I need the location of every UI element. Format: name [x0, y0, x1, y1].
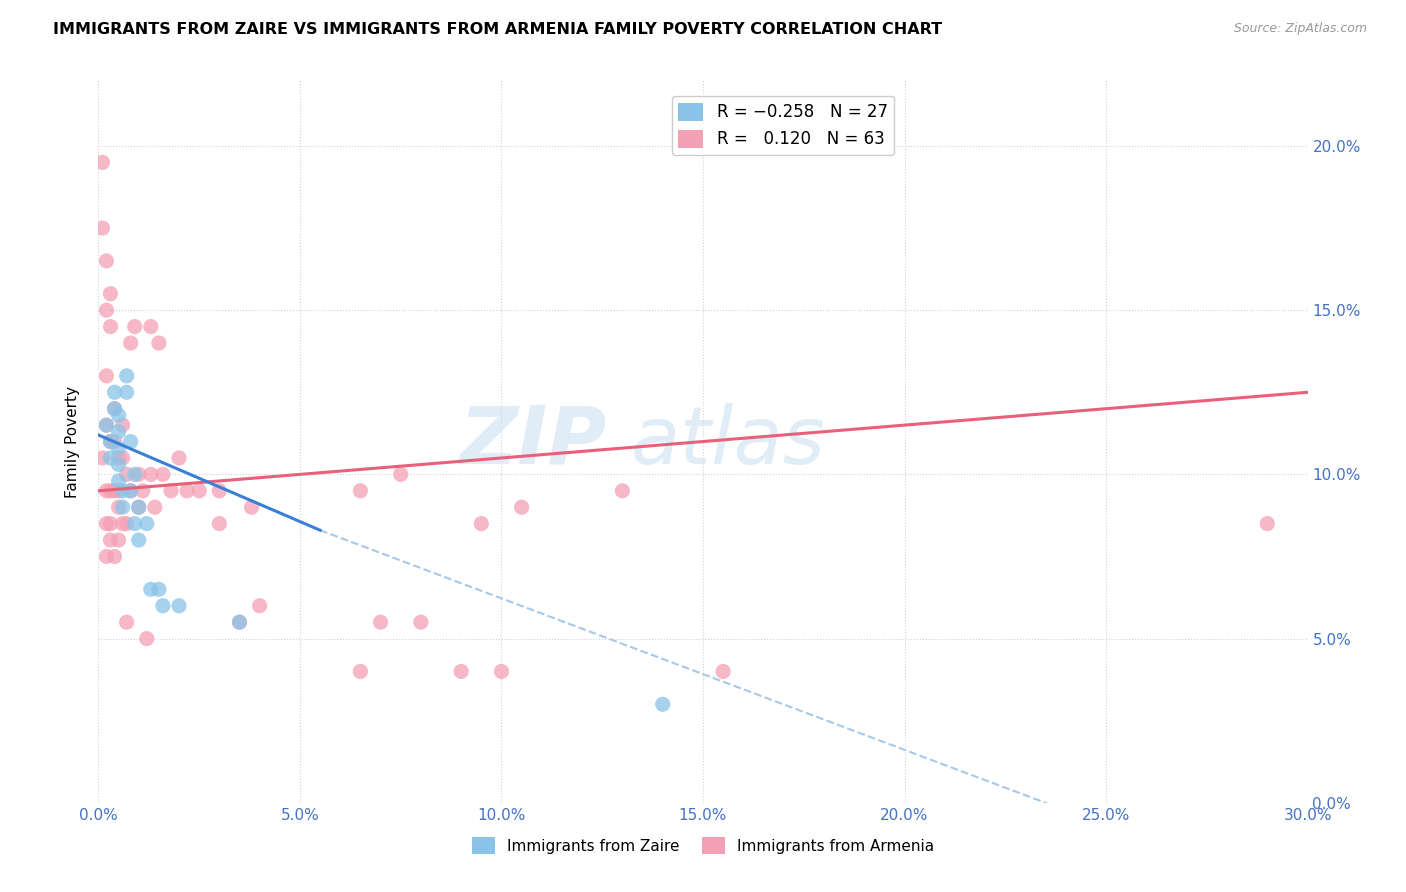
Point — [120, 434, 142, 449]
Point — [128, 500, 150, 515]
Point — [103, 483, 125, 498]
Point — [450, 665, 472, 679]
Point — [96, 549, 118, 564]
Point — [612, 483, 634, 498]
Point — [100, 533, 122, 547]
Point — [107, 425, 129, 439]
Point — [240, 500, 263, 515]
Point — [711, 665, 734, 679]
Point — [103, 401, 125, 416]
Point — [107, 458, 129, 472]
Point — [107, 409, 129, 423]
Point — [96, 253, 118, 268]
Point — [143, 500, 166, 515]
Point — [96, 303, 118, 318]
Point — [111, 483, 134, 498]
Point — [91, 450, 114, 465]
Point — [228, 615, 250, 630]
Point — [96, 368, 118, 383]
Point — [470, 516, 492, 531]
Point — [349, 665, 371, 679]
Point — [208, 516, 231, 531]
Point — [176, 483, 198, 498]
Point — [152, 467, 174, 482]
Point — [491, 665, 513, 679]
Point — [103, 401, 125, 416]
Point — [139, 319, 162, 334]
Point — [115, 516, 138, 531]
Point — [135, 632, 157, 646]
Point — [124, 319, 146, 334]
Text: atlas: atlas — [630, 402, 825, 481]
Point — [111, 450, 134, 465]
Point — [208, 483, 231, 498]
Point — [188, 483, 211, 498]
Legend: Immigrants from Zaire, Immigrants from Armenia: Immigrants from Zaire, Immigrants from A… — [465, 831, 941, 860]
Point — [128, 533, 150, 547]
Point — [107, 450, 129, 465]
Point — [120, 483, 142, 498]
Point — [115, 615, 138, 630]
Point — [148, 582, 170, 597]
Y-axis label: Family Poverty: Family Poverty — [65, 385, 80, 498]
Point — [349, 483, 371, 498]
Point — [124, 467, 146, 482]
Point — [100, 450, 122, 465]
Text: IMMIGRANTS FROM ZAIRE VS IMMIGRANTS FROM ARMENIA FAMILY POVERTY CORRELATION CHAR: IMMIGRANTS FROM ZAIRE VS IMMIGRANTS FROM… — [53, 22, 942, 37]
Point — [389, 467, 412, 482]
Point — [91, 221, 114, 235]
Point — [96, 418, 118, 433]
Point — [510, 500, 533, 515]
Point — [139, 467, 162, 482]
Point — [111, 500, 134, 515]
Point — [128, 500, 150, 515]
Point — [132, 483, 155, 498]
Point — [111, 418, 134, 433]
Point — [139, 582, 162, 597]
Point — [100, 286, 122, 301]
Point — [107, 483, 129, 498]
Point — [103, 434, 125, 449]
Point — [91, 155, 114, 169]
Point — [107, 533, 129, 547]
Point — [100, 516, 122, 531]
Point — [167, 450, 190, 465]
Point — [249, 599, 271, 613]
Point — [651, 698, 673, 712]
Point — [1256, 516, 1278, 531]
Point — [96, 418, 118, 433]
Point — [152, 599, 174, 613]
Point — [100, 319, 122, 334]
Point — [100, 483, 122, 498]
Point — [115, 467, 138, 482]
Point — [107, 500, 129, 515]
Point — [100, 434, 122, 449]
Point — [107, 474, 129, 488]
Point — [96, 483, 118, 498]
Point — [124, 516, 146, 531]
Point — [228, 615, 250, 630]
Point — [107, 441, 129, 455]
Text: Source: ZipAtlas.com: Source: ZipAtlas.com — [1233, 22, 1367, 36]
Point — [103, 549, 125, 564]
Point — [160, 483, 183, 498]
Point — [100, 434, 122, 449]
Point — [111, 516, 134, 531]
Point — [135, 516, 157, 531]
Point — [115, 385, 138, 400]
Point — [409, 615, 432, 630]
Text: ZIP: ZIP — [458, 402, 606, 481]
Point — [120, 336, 142, 351]
Point — [148, 336, 170, 351]
Point — [96, 516, 118, 531]
Point — [128, 467, 150, 482]
Point — [103, 385, 125, 400]
Point — [120, 483, 142, 498]
Point — [167, 599, 190, 613]
Point — [115, 368, 138, 383]
Point — [370, 615, 392, 630]
